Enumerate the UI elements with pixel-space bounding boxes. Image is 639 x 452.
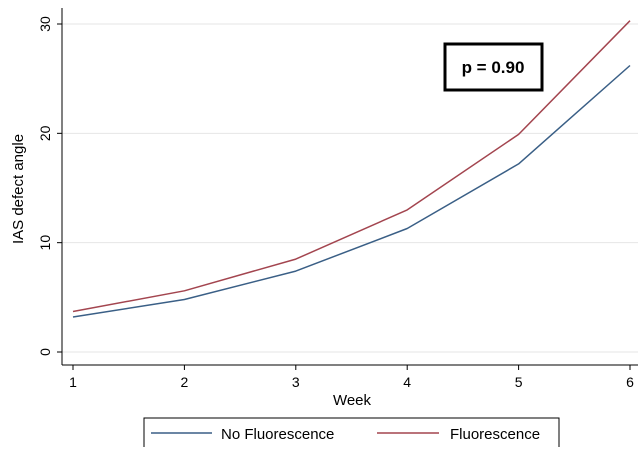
- y-tick-label: 10: [37, 235, 53, 251]
- legend-label-no-fluorescence: No Fluorescence: [221, 426, 334, 443]
- y-axis-title: IAS defect angle: [10, 134, 27, 244]
- x-axis-title: Week: [333, 392, 372, 409]
- legend-label-fluorescence: Fluorescence: [450, 426, 540, 443]
- x-tick-label: 5: [515, 374, 523, 390]
- series-lines: [73, 21, 630, 317]
- y-tick-label: 20: [37, 125, 53, 141]
- x-tick-label: 1: [69, 374, 77, 390]
- series-line-fluorescence: [73, 21, 630, 312]
- x-tick-label: 3: [292, 374, 300, 390]
- x-tick-label: 2: [181, 374, 189, 390]
- grid-lines: [62, 24, 638, 352]
- axes: 0 10 20 30 1 2 3 4 5 6: [37, 8, 638, 390]
- series-line-no-fluorescence: [73, 66, 630, 318]
- y-tick-label: 0: [37, 348, 53, 356]
- x-tick-label: 4: [403, 374, 411, 390]
- legend: No Fluorescence Fluorescence: [144, 418, 559, 447]
- x-tick-label: 6: [626, 374, 634, 390]
- p-value-annotation: p = 0.90: [445, 44, 542, 90]
- y-tick-label: 30: [37, 16, 53, 32]
- p-value-text: p = 0.90: [462, 58, 525, 77]
